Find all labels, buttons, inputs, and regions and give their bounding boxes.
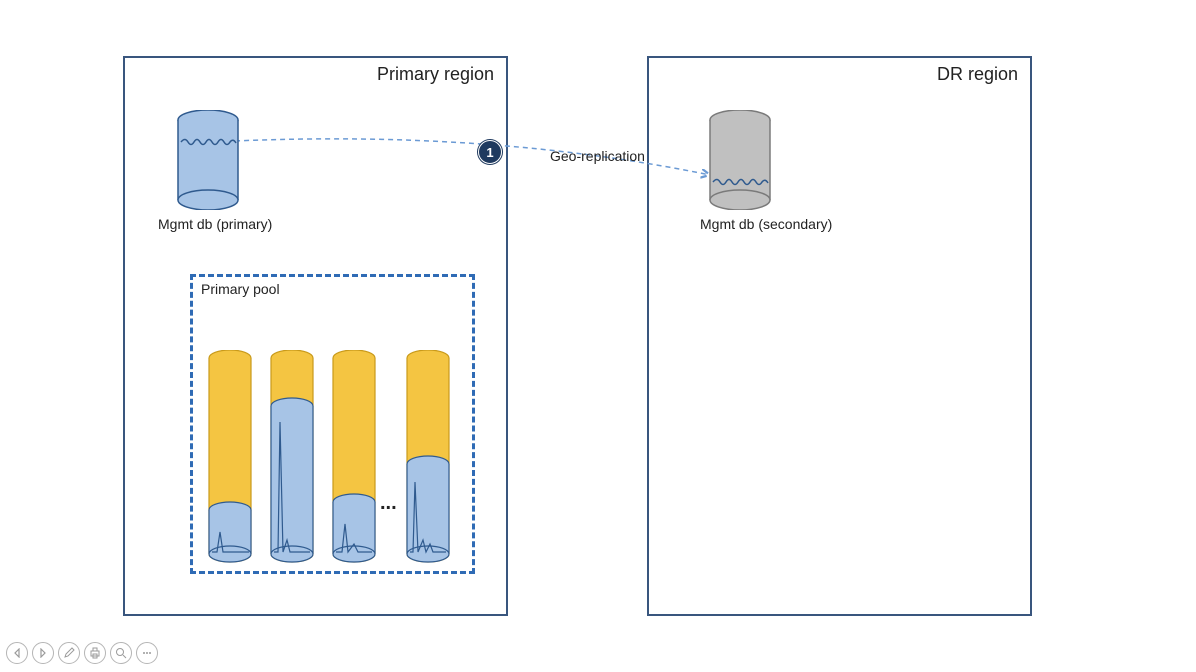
pool-db-2 [270,350,314,564]
triangle-left-icon [12,648,22,658]
pool-db-3 [332,350,376,564]
pool-ellipsis: ... [380,492,397,515]
print-button[interactable] [84,642,106,664]
next-button[interactable] [32,642,54,664]
viewer-toolbar [6,642,158,664]
zoom-button[interactable] [110,642,132,664]
primary-region-title: Primary region [377,64,494,85]
printer-icon [89,647,101,659]
dr-region-box: DR region [647,56,1032,616]
geo-replication-label: Geo-replication [550,148,645,164]
edit-button[interactable] [58,642,80,664]
pool-db-1 [208,350,252,564]
pool-db-4 [406,350,450,564]
triangle-right-icon [38,648,48,658]
mgmt-db-secondary-label: Mgmt db (secondary) [700,216,832,232]
more-button[interactable] [136,642,158,664]
dr-region-title: DR region [937,64,1018,85]
step-badge-1: 1 [478,140,502,164]
prev-button[interactable] [6,642,28,664]
pencil-icon [63,647,75,659]
mgmt-db-primary-label: Mgmt db (primary) [158,216,272,232]
dots-icon [141,647,153,659]
magnifier-icon [115,647,127,659]
mgmt-db-primary-cylinder [177,110,239,210]
primary-pool-title: Primary pool [201,281,280,297]
mgmt-db-secondary-cylinder [709,110,771,210]
